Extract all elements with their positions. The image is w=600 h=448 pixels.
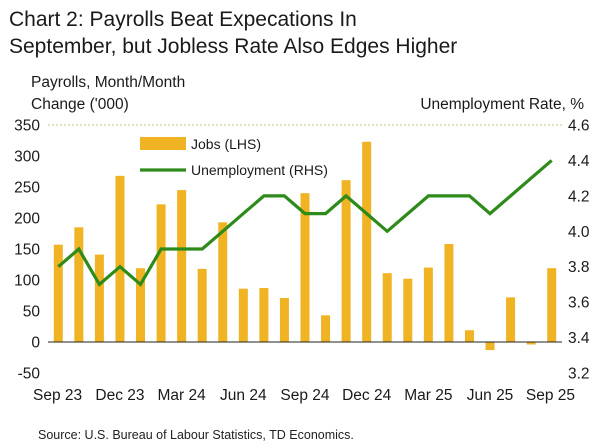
left-axis-title-line1: Payrolls, Month/Month: [31, 74, 186, 91]
chart-title: Chart 2: Payrolls Beat Expecations In Se…: [9, 6, 589, 60]
right-tick-label: 4.6: [568, 118, 590, 135]
jobs-bar: [156, 204, 166, 342]
left-tick-label: 150: [14, 242, 40, 259]
unemployment-line: [57, 159, 553, 287]
right-tick-label: 3.4: [568, 330, 590, 347]
left-axis-title-line2: Change ('000): [31, 96, 129, 113]
chart-title-line2: September, but Jobless Rate Also Edges H…: [9, 35, 458, 58]
x-tick-label: Sep 24: [280, 387, 330, 404]
jobs-bar: [259, 288, 269, 342]
jobs-bar: [218, 222, 228, 342]
legend-unemployment-label: Unemployment (RHS): [191, 162, 328, 178]
right-tick-label: 3.6: [568, 295, 590, 312]
jobs-bar: [382, 273, 392, 342]
x-tick-label: Jun 24: [220, 387, 267, 404]
jobs-bar: [444, 244, 454, 342]
chart-title-line1: Chart 2: Payrolls Beat Expecations In: [9, 8, 357, 31]
jobs-bar: [321, 315, 331, 342]
right-tick-label: 3.8: [568, 259, 590, 276]
legend-jobs-swatch: [140, 137, 186, 150]
left-tick-label: 200: [14, 211, 40, 228]
right-axis-title: Unemployment Rate, %: [420, 96, 584, 113]
jobs-bar: [547, 268, 557, 342]
left-tick-label: 350: [14, 118, 40, 135]
source-note: Source: U.S. Bureau of Labour Statistics…: [38, 428, 354, 442]
jobs-bar: [464, 330, 474, 342]
x-tick-label: Mar 24: [158, 387, 207, 404]
right-tick-label: 4.2: [568, 188, 590, 205]
left-tick-label: 0: [31, 335, 40, 352]
jobs-bar: [74, 227, 84, 342]
jobs-bar: [300, 193, 310, 342]
jobs-bar: [423, 267, 433, 342]
left-axis-title: Payrolls, Month/Month Change ('000): [31, 72, 185, 116]
left-tick-label: 50: [23, 304, 41, 321]
jobs-bar: [53, 244, 63, 342]
x-tick-label: Dec 23: [95, 387, 144, 404]
left-tick-label: -50: [18, 366, 41, 383]
jobs-bar: [115, 175, 125, 342]
jobs-bar: [238, 288, 248, 342]
jobs-bar: [94, 254, 104, 342]
right-tick-label: 4.4: [568, 153, 590, 170]
jobs-bar: [485, 342, 495, 351]
x-tick-label: Dec 24: [342, 387, 391, 404]
left-tick-label: 100: [14, 273, 40, 290]
jobs-bar: [279, 297, 289, 342]
legend-jobs-label: Jobs (LHS): [191, 136, 261, 152]
x-tick-label: Sep 25: [526, 387, 575, 404]
jobs-bar: [506, 297, 516, 342]
right-tick-label: 3.2: [568, 366, 590, 383]
jobs-bar: [177, 190, 187, 342]
jobs-bar: [197, 268, 207, 342]
x-tick-label: Mar 25: [404, 387, 452, 404]
jobs-bar: [341, 180, 351, 342]
jobs-bar: [526, 342, 536, 345]
left-tick-label: 300: [14, 149, 40, 166]
jobs-bar: [136, 268, 146, 342]
jobs-bar: [403, 278, 413, 342]
x-tick-label: Sep 23: [33, 387, 82, 404]
jobs-bar: [362, 141, 372, 342]
right-tick-label: 4.0: [568, 224, 590, 241]
left-tick-label: 250: [14, 180, 40, 197]
x-tick-label: Jun 25: [467, 387, 514, 404]
